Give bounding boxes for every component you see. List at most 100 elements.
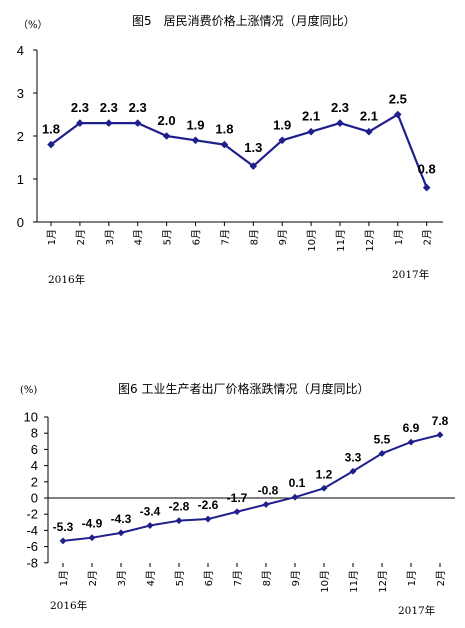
cpi-chart-title: 图5 居民消费价格上涨情况（月度同比）	[132, 13, 356, 28]
ppi-x-tick-label: 6月	[203, 570, 215, 586]
cpi-data-point	[191, 136, 200, 145]
ppi-x-tick-label: 12月	[377, 570, 389, 593]
cpi-x-tick-label: 6月	[191, 229, 203, 245]
cpi-data-label: 1.9	[186, 117, 204, 132]
ppi-x-tick-label: 9月	[290, 570, 302, 586]
ppi-y-tick-label: 8	[31, 426, 38, 441]
ppi-y-tick-label: -6	[26, 539, 38, 554]
ppi-data-point	[436, 431, 444, 439]
cpi-y-tick-label: 0	[17, 215, 24, 230]
cpi-data-point	[105, 119, 113, 127]
cpi-data-point	[220, 140, 229, 149]
ppi-chart-title: 图6 工业生产者出厂价格涨跌情况（月度同比）	[118, 381, 369, 396]
ppi-data-label: 1.2	[316, 467, 333, 481]
ppi-x-tick-label: 3月	[116, 570, 128, 586]
ppi-y-tick-label: 4	[31, 458, 38, 473]
ppi-x-tick-label: 11月	[348, 570, 360, 593]
ppi-y-tick-label: -2	[26, 507, 38, 522]
cpi-data-point	[307, 127, 315, 136]
cpi-data-label: 0.8	[418, 162, 436, 177]
ppi-data-point	[407, 438, 415, 446]
ppi-data-label: -2.8	[169, 500, 190, 514]
cpi-x-tick-label: 8月	[248, 229, 260, 245]
ppi-data-point	[378, 450, 386, 457]
ppi-data-label: 3.3	[345, 450, 362, 464]
cpi-data-point	[47, 140, 55, 149]
ppi-year-label-2017: 2017年	[398, 604, 435, 617]
ppi-data-label: -2.6	[198, 498, 219, 512]
cpi-data-label: 2.5	[389, 92, 407, 107]
cpi-series-line	[50, 113, 428, 189]
cpi-x-tick-label: 5月	[162, 229, 174, 245]
ppi-data-label: 0.1	[289, 476, 306, 490]
cpi-data-label: 1.8	[42, 122, 60, 137]
cpi-x-tick-label: 1月	[393, 229, 405, 245]
cpi-data-point	[394, 110, 402, 119]
cpi-y-tick-label: 3	[17, 86, 24, 101]
ppi-data-point	[146, 522, 154, 529]
cpi-data-label: 2.3	[100, 100, 118, 115]
ppi-x-tick-label: 2月	[435, 570, 447, 586]
cpi-data-label: 2.3	[331, 100, 349, 115]
ppi-data-label: 5.5	[374, 432, 391, 446]
ppi-chart-unit: (%)	[20, 385, 37, 396]
cpi-data-point	[278, 136, 286, 145]
cpi-y-tick-label: 2	[17, 129, 24, 144]
cpi-x-tick-label: 12月	[364, 229, 376, 252]
ppi-data-point	[233, 508, 241, 516]
ppi-data-point	[117, 529, 125, 537]
ppi-y-tick-label: 10	[24, 410, 38, 425]
ppi-data-label: -4.9	[82, 517, 103, 531]
ppi-data-point	[262, 501, 270, 508]
cpi-x-tick-label: 10月	[306, 229, 318, 252]
cpi-data-point	[249, 162, 258, 170]
cpi-data-point	[76, 119, 84, 127]
ppi-data-point	[88, 534, 96, 542]
cpi-x-tick-label: 9月	[277, 229, 289, 245]
cpi-data-label: 2.1	[302, 109, 320, 124]
cpi-x-tick-label: 2月	[422, 229, 434, 245]
ppi-data-point	[320, 484, 328, 492]
ppi-x-tick-label: 2月	[87, 570, 99, 586]
cpi-year-label-2016: 2016年	[48, 273, 85, 286]
ppi-data-label: -5.3	[53, 520, 74, 534]
ppi-data-point	[291, 493, 299, 501]
ppi-x-tick-label: 7月	[232, 570, 244, 586]
ppi-x-tick-label: 5月	[174, 570, 186, 586]
cpi-x-tick-label: 7月	[219, 229, 231, 245]
cpi-data-point	[162, 132, 171, 140]
cpi-data-label: 1.8	[215, 122, 233, 137]
cpi-data-point	[365, 127, 373, 136]
ppi-data-point	[349, 467, 357, 475]
ppi-x-tick-label: 8月	[261, 570, 273, 586]
ppi-data-point	[175, 517, 183, 525]
ppi-y-tick-label: -4	[26, 523, 38, 538]
cpi-data-point	[422, 183, 431, 192]
cpi-x-tick-label: 3月	[104, 229, 116, 245]
ppi-series-line	[62, 433, 441, 542]
ppi-data-label: -4.3	[111, 512, 132, 526]
ppi-x-tick-label: 10月	[319, 570, 331, 593]
ppi-data-label: 6.9	[403, 421, 420, 435]
cpi-x-tick-label: 2月	[75, 229, 87, 245]
ppi-data-point	[204, 515, 212, 523]
cpi-data-label: 2.3	[71, 100, 89, 115]
ppi-data-label: 7.8	[432, 414, 449, 428]
ppi-x-tick-label: 1月	[58, 570, 70, 586]
cpi-x-tick-label: 4月	[133, 229, 145, 245]
ppi-data-label: -3.4	[140, 505, 161, 519]
ppi-x-tick-label: 1月	[406, 570, 418, 586]
cpi-year-label-2017: 2017年	[392, 268, 429, 281]
cpi-data-label: 1.3	[244, 140, 262, 155]
ppi-y-tick-label: 2	[31, 474, 38, 489]
cpi-data-label: 2.3	[129, 100, 147, 115]
cpi-y-tick-label: 1	[17, 172, 24, 187]
ppi-x-tick-label: 4月	[145, 570, 157, 586]
ppi-y-tick-label: 0	[31, 491, 38, 506]
cpi-data-label: 2.0	[158, 113, 176, 128]
ppi-y-tick-label: 6	[31, 442, 38, 457]
cpi-chart: 图5 居民消费价格上涨情况（月度同比） （%） 0 1 2 3 4 1月 2月 3月 4月 5月…	[17, 13, 443, 286]
ppi-y-tick-label: -8	[26, 555, 38, 570]
